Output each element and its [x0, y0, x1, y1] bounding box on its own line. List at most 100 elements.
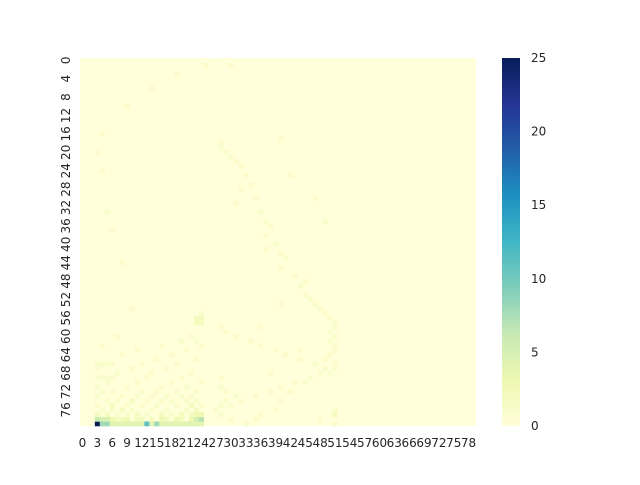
heatmap-cell [193, 357, 200, 362]
heatmap-cell [287, 389, 294, 395]
heatmap-cell [258, 412, 264, 418]
heatmap-cell [183, 407, 190, 413]
heatmap-cell [203, 62, 209, 68]
heatmap-cell [149, 416, 155, 422]
heatmap-cell [297, 347, 304, 353]
heatmap-cell [278, 301, 284, 307]
x-tick-label: 75 [446, 436, 461, 450]
heatmap-cell [149, 370, 155, 376]
x-tick-label: 6 [108, 436, 116, 450]
heatmap-cell [258, 343, 264, 349]
heatmap-cell [144, 412, 150, 418]
heatmap-cell [109, 421, 115, 427]
heatmap-cell [144, 375, 150, 381]
heatmap-cell [134, 412, 140, 418]
y-tick-label: 44 [59, 255, 73, 270]
heatmap-cell [129, 366, 135, 372]
heatmap-cell [233, 200, 239, 206]
heatmap-cell [99, 421, 106, 427]
heatmap-cell [114, 334, 120, 339]
x-tick-label: 36 [253, 436, 268, 450]
heatmap-cell [292, 380, 299, 385]
heatmap-cell [268, 389, 274, 395]
heatmap-cell [278, 398, 284, 404]
heatmap-cell [129, 398, 135, 404]
heatmap-cell [94, 403, 101, 408]
heatmap-cell [198, 315, 205, 321]
heatmap-cell [183, 347, 190, 353]
y-tick-label: 64 [59, 347, 73, 362]
heatmap-cell [213, 407, 219, 413]
heatmap-cell [307, 297, 313, 303]
heatmap-cell [193, 407, 200, 413]
heatmap-cell [99, 407, 106, 413]
heatmap-cell [302, 292, 308, 298]
x-tick-label: 0 [79, 436, 87, 450]
heatmap-cell [193, 421, 200, 427]
heatmap-cell [273, 347, 279, 353]
heatmap-cell [327, 338, 333, 344]
heatmap-cell [174, 71, 180, 77]
heatmap-cell [317, 370, 323, 376]
heatmap-cell [124, 421, 130, 427]
x-tick-label: 39 [268, 436, 283, 450]
heatmap-cell [193, 338, 200, 344]
heatmap-cell [179, 416, 185, 422]
x-tick-label: 69 [416, 436, 431, 450]
heatmap-cell [139, 421, 145, 427]
heatmap-cell [124, 403, 130, 408]
heatmap-cell [228, 403, 234, 408]
heatmap-cell [109, 228, 115, 234]
heatmap-cell [109, 403, 115, 408]
heatmap-cell [238, 186, 244, 192]
heatmap-cell [322, 219, 328, 224]
heatmap-cell [188, 412, 195, 418]
heatmap-cell [154, 357, 160, 362]
heatmap-cell [94, 421, 101, 427]
heatmap-cell [119, 407, 125, 413]
heatmap-cell [99, 361, 106, 367]
heatmap-cell [233, 334, 239, 339]
heatmap-cell [144, 398, 150, 404]
x-tick-label: 72 [431, 436, 446, 450]
y-tick-label: 56 [59, 310, 73, 325]
heatmap-cell [307, 375, 313, 381]
heatmap-cell [198, 380, 205, 385]
heatmap-cell [233, 393, 239, 399]
heatmap-cell [149, 393, 155, 399]
heatmap-cell [114, 416, 120, 422]
heatmap-cell [159, 343, 165, 349]
y-tick-label: 68 [59, 365, 73, 380]
heatmap-cell [179, 338, 185, 344]
heatmap-cell [253, 196, 259, 201]
heatmap-cell [332, 412, 338, 418]
heatmap-cell [124, 104, 130, 109]
heatmap-cell [322, 357, 328, 362]
y-tick-label: 28 [59, 181, 73, 196]
heatmap-cell [159, 421, 165, 427]
heatmap-cell [169, 380, 175, 385]
heatmap-cell [169, 398, 175, 404]
heatmap-cell [198, 343, 205, 349]
heatmap-cell [164, 366, 170, 372]
heatmap-cell [183, 421, 190, 427]
heatmap-cell [223, 329, 229, 335]
heatmap-cell [104, 412, 110, 418]
heatmap-cell [188, 403, 195, 408]
heatmap-cell [218, 145, 224, 151]
heatmap-cell [104, 209, 110, 215]
heatmap-cell [198, 421, 205, 427]
heatmap-cell [223, 150, 229, 155]
heatmap-cell [282, 352, 289, 358]
heatmap-cell [193, 320, 200, 326]
heatmap-cell [174, 403, 180, 408]
heatmap-cell [159, 412, 165, 418]
heatmap-cell [258, 209, 264, 215]
heatmap-cell [119, 416, 125, 422]
x-tick-label: 9 [123, 436, 131, 450]
heatmap-cell [94, 150, 101, 155]
heatmap-cell [134, 421, 140, 427]
heatmap-cell [238, 398, 244, 404]
heatmap-cell [124, 412, 130, 418]
